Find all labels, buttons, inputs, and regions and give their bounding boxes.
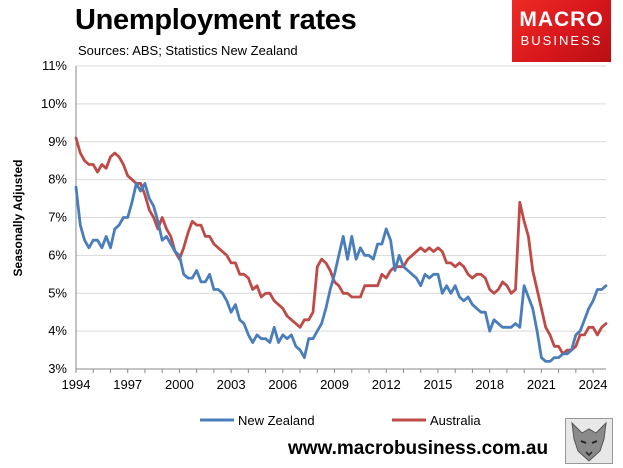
chart-title: Unemployment rates	[75, 4, 357, 36]
logo-line-1: MACRO	[519, 8, 604, 31]
gridlines	[75, 65, 606, 370]
x-tick-label: 2018	[475, 377, 504, 392]
x-tick-label: 2021	[527, 377, 556, 392]
chart-sources: Sources: ABS; Statistics New Zealand	[78, 43, 298, 58]
series-lines	[74, 136, 608, 363]
x-tick-label: 1997	[113, 377, 142, 392]
x-tick-label: 2024	[579, 377, 608, 392]
y-tick-label: 8%	[48, 172, 67, 187]
series-line-new-zealand	[74, 182, 608, 363]
x-tick-label: 2000	[165, 377, 194, 392]
logo-line-2: BUSINESS	[520, 33, 603, 48]
legend-label-australia: Australia	[430, 413, 481, 428]
wolf-logo-icon	[565, 418, 613, 464]
y-tick-label: 3%	[48, 361, 67, 376]
x-tick-label: 2006	[268, 377, 297, 392]
y-tick-label: 7%	[48, 210, 67, 225]
x-tick-label: 1994	[62, 377, 91, 392]
footer-url[interactable]: www.macrobusiness.com.au	[288, 438, 549, 459]
series-line-australia	[74, 136, 608, 356]
y-tick-label: 9%	[48, 134, 67, 149]
y-tick-label: 11%	[42, 58, 67, 73]
x-tick-label: 2015	[423, 377, 452, 392]
y-tick-label: 4%	[48, 323, 67, 338]
x-tick-label: 2003	[217, 377, 246, 392]
x-tick-label: 2009	[320, 377, 349, 392]
y-tick-label: 6%	[48, 247, 67, 262]
legend-label-new-zealand: New Zealand	[238, 413, 315, 428]
macrobusiness-logo[interactable]: MACRO BUSINESS	[512, 0, 611, 62]
x-tick-label: 2012	[372, 377, 401, 392]
y-axis-ticks: 3% 4% 5% 6% 7% 8% 9% 10% 11%	[41, 58, 67, 376]
y-tick-label: 10%	[41, 96, 67, 111]
x-axis-ticks: 1994 1997 2000 2003 2006 2009 2012 2015 2018 2021…	[62, 369, 608, 392]
legend: New Zealand Australia	[200, 413, 481, 428]
y-tick-label: 5%	[48, 285, 67, 300]
y-axis-label: Seasonally Adjusted	[11, 160, 25, 277]
